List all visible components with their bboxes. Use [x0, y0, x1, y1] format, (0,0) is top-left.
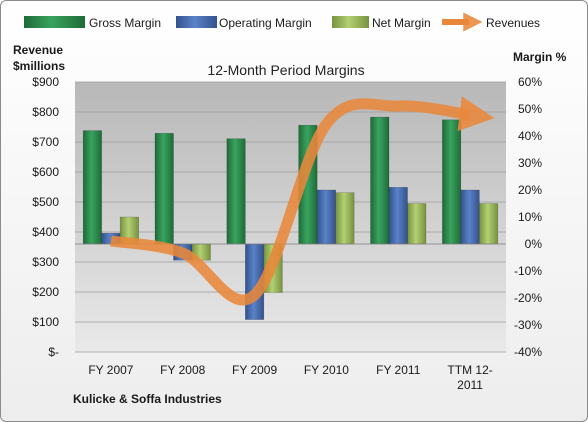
left-tick-label: $500: [32, 195, 59, 209]
legend-label-revenues: Revenues: [486, 16, 540, 30]
right-tick-label: 30%: [518, 156, 542, 170]
legend-label-operating-margin: Operating Margin: [219, 16, 312, 30]
x-tick-label: FY 2011: [376, 363, 421, 377]
left-tick-label: $400: [32, 225, 59, 239]
left-tick-label: $900: [32, 75, 59, 89]
left-axis-ticks: $- $100 $200 $300 $400 $500 $600 $700 $800 $900: [32, 75, 59, 359]
right-tick-label: -40%: [514, 345, 542, 359]
right-axis-ticks: -40% -30% -20% -10% 0% 10% 20% 30% 40% 50% 60%: [514, 75, 542, 359]
left-axis-title-line-1: Revenue: [13, 43, 63, 57]
legend: Gross Margin Operating Margin Net Margin…: [24, 12, 540, 32]
left-axis-title: Revenue $millions: [13, 43, 65, 73]
right-tick-label: -20%: [514, 291, 542, 305]
left-tick-label: $700: [32, 135, 59, 149]
left-tick-label: $100: [32, 315, 59, 329]
right-axis-title: Margin %: [513, 50, 567, 64]
left-tick-label: $-: [48, 345, 59, 359]
bar-gross-margin-fy-2011: [370, 116, 390, 245]
bar-gross-margin-fy-2007: [82, 130, 102, 245]
left-axis-title-line-2: $millions: [13, 59, 65, 73]
revenue-line-layer: [110, 96, 495, 306]
right-tick-label: 60%: [518, 75, 542, 89]
right-tick-label: 40%: [518, 129, 542, 143]
x-axis-ticks: FY 2007 FY 2008 FY 2009 FY 2010 FY 2011 TTM 1…: [88, 363, 492, 392]
right-tick-label: -30%: [514, 318, 542, 332]
x-tick-label: FY 2010: [304, 363, 349, 377]
right-tick-label: 50%: [518, 102, 542, 116]
left-tick-label: $300: [32, 255, 59, 269]
bar-net-margin-fy-2011: [407, 203, 427, 245]
bar-operating-margin-fy-2011: [388, 187, 408, 245]
legend-swatch-gross-margin: [24, 16, 85, 28]
right-tick-label: 20%: [518, 183, 542, 197]
x-tick-label: TTM 12-: [447, 363, 492, 377]
revenues-line: [110, 96, 495, 306]
x-tick-label: FY 2007: [88, 363, 133, 377]
right-tick-label: 0%: [525, 237, 543, 251]
legend-swatch-operating-margin: [176, 16, 217, 28]
left-tick-label: $200: [32, 285, 59, 299]
legend-label-net-margin: Net Margin: [372, 16, 431, 30]
bar-net-margin-ttm-12-2011: [479, 203, 499, 245]
legend-label-gross-margin: Gross Margin: [89, 16, 161, 30]
left-tick-label: $800: [32, 105, 59, 119]
bar-operating-margin-fy-2010: [316, 189, 336, 245]
right-tick-label: -10%: [514, 264, 542, 278]
bar-operating-margin-ttm-12-2011: [460, 189, 480, 245]
x-tick-label: FY 2009: [232, 363, 277, 377]
bar-gross-margin-ttm-12-2011: [442, 119, 462, 245]
legend-swatch-net-margin: [332, 16, 369, 28]
right-tick-label: 10%: [518, 210, 542, 224]
company-name: Kulicke & Soffa Industries: [73, 392, 222, 406]
x-tick-label: FY 2008: [160, 363, 205, 377]
chart-title: 12-Month Period Margins: [207, 62, 364, 78]
bar-net-margin-fy-2010: [335, 192, 355, 245]
bar-gross-margin-fy-2009: [226, 138, 246, 245]
bar-gross-margin-fy-2008: [154, 133, 174, 245]
x-tick-label: 2011: [457, 378, 483, 392]
left-tick-label: $600: [32, 165, 59, 179]
